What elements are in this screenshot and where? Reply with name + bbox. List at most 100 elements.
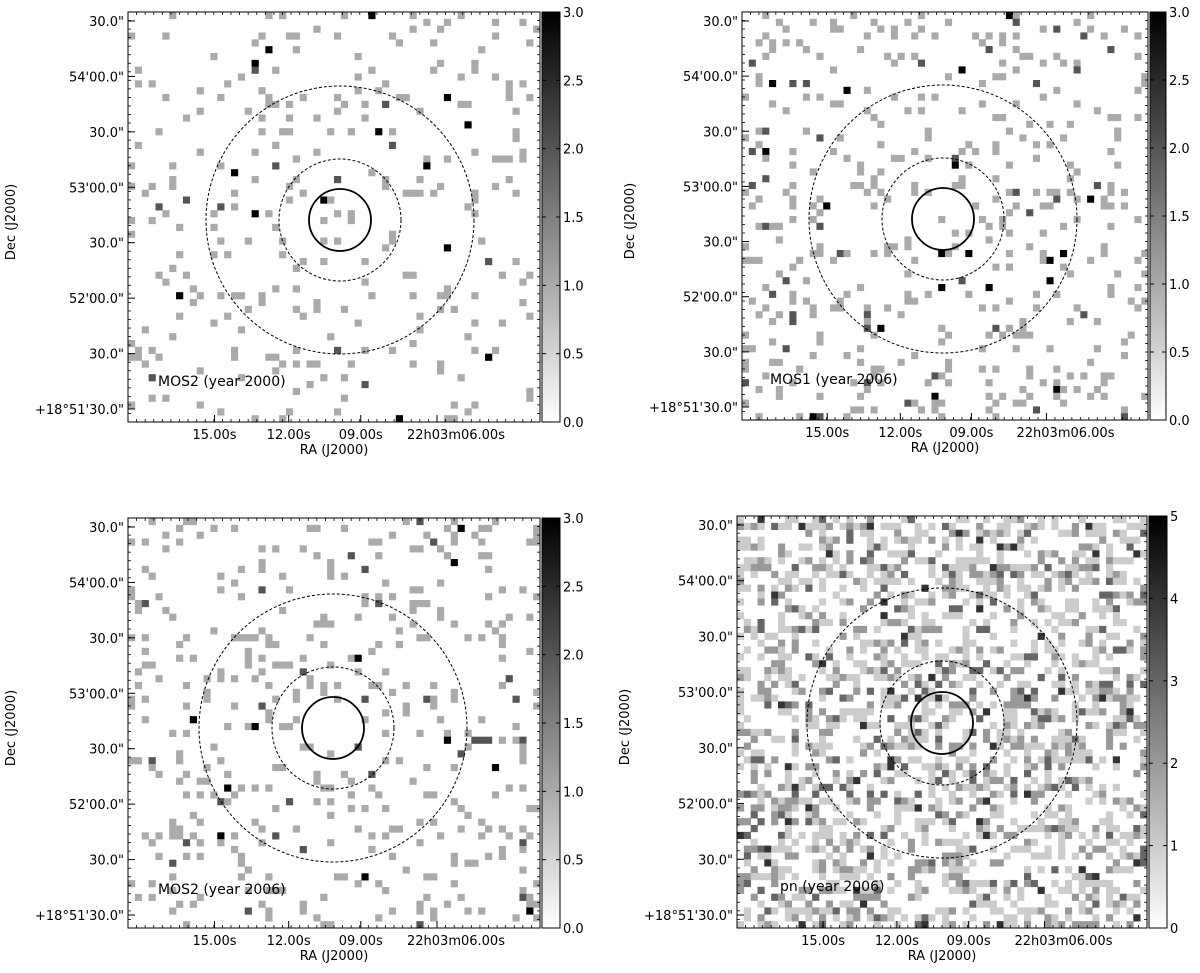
heatmap-pixel (519, 887, 527, 895)
heatmap-pixel (962, 756, 970, 764)
heatmap-pixel (748, 202, 756, 210)
heatmap-pixel (914, 756, 922, 764)
heatmap-pixel (935, 667, 943, 675)
heatmap-pixel (272, 162, 280, 170)
heatmap-pixel (251, 415, 259, 423)
heatmap-pixel (976, 536, 984, 544)
heatmap-pixel (1119, 536, 1127, 544)
heatmap-pixel (1112, 612, 1120, 620)
heatmap-pixel (1017, 886, 1025, 894)
heatmap-pixel (901, 722, 909, 730)
heatmap-pixel (526, 613, 534, 621)
heatmap-pixel (846, 770, 854, 778)
heatmap-pixel (938, 338, 946, 346)
heatmap-pixel (866, 783, 874, 791)
heatmap-pixel (1134, 304, 1142, 312)
heatmap-pixel (846, 790, 854, 798)
heatmap-pixel (1073, 59, 1081, 67)
heatmap-pixel (839, 838, 847, 846)
colorbar-tick-label: 2.0 (563, 143, 584, 158)
heatmap-pixel (907, 550, 915, 558)
heatmap-pixel (430, 538, 438, 546)
heatmap-pixel (819, 660, 827, 668)
heatmap-pixel (782, 39, 790, 47)
heatmap-pixel (989, 687, 997, 695)
heatmap-pixel (1058, 818, 1066, 826)
heatmap-pixel (1127, 297, 1135, 305)
heatmap-pixel (866, 831, 874, 840)
heatmap-pixel (471, 196, 479, 204)
heatmap-pixel (938, 216, 946, 224)
heatmap-pixel (1003, 749, 1011, 757)
heatmap-pixel (884, 195, 892, 203)
heatmap-pixel (491, 18, 500, 26)
heatmap-pixel (1100, 250, 1108, 258)
heatmap-pixel (832, 516, 840, 524)
heatmap-pixel (1071, 776, 1079, 785)
heatmap-pixel (983, 879, 991, 888)
heatmap-pixel (762, 12, 770, 20)
heatmap-pixel (1126, 893, 1134, 901)
heatmap-pixel (969, 914, 977, 922)
heatmap-pixel (292, 695, 300, 703)
heatmap-pixel (887, 763, 895, 771)
heatmap-pixel (1119, 529, 1127, 537)
heatmap-pixel (1140, 825, 1148, 833)
heatmap-pixel (928, 866, 936, 874)
heatmap-pixel (1106, 742, 1114, 750)
heatmap-pixel (327, 798, 335, 806)
heatmap-pixel (182, 791, 191, 799)
heatmap-pixel (1085, 577, 1093, 585)
heatmap-pixel (491, 627, 500, 635)
heatmap-pixel (1106, 550, 1114, 558)
y-tick-label: 54'00.0" (69, 576, 124, 591)
heatmap-pixel (805, 612, 813, 620)
heatmap-pixel (894, 742, 902, 750)
heatmap-pixel (1071, 687, 1079, 695)
heatmap-pixel (948, 667, 956, 675)
heatmap-pixel (478, 832, 486, 840)
heatmap-pixel (1058, 653, 1066, 661)
heatmap-pixel (935, 550, 943, 558)
heatmap-pixel (1024, 907, 1032, 915)
heatmap-pixel (1078, 735, 1086, 743)
heatmap-pixel (737, 653, 745, 661)
heatmap-pixel (423, 531, 431, 539)
heatmap-pixel (1140, 529, 1148, 537)
heatmap-pixel (921, 715, 929, 723)
heatmap-pixel (860, 557, 868, 565)
heatmap-pixel (320, 374, 328, 382)
heatmap-pixel (948, 529, 956, 537)
heatmap-pixel (863, 107, 871, 115)
heatmap-pixel (1065, 886, 1073, 894)
heatmap-pixel (313, 25, 321, 33)
heatmap-pixel (1044, 708, 1052, 716)
heatmap-pixel (796, 256, 804, 264)
heatmap-pixel (334, 210, 342, 218)
heatmap-pixel (313, 620, 321, 628)
heatmap-pixel (778, 577, 786, 585)
heatmap-pixel (1114, 134, 1122, 142)
heatmap-pixel (784, 598, 792, 606)
heatmap-pixel (969, 783, 977, 791)
heatmap-pixel (1126, 831, 1134, 840)
heatmap-pixel (853, 907, 861, 915)
heatmap-pixel (272, 805, 280, 813)
heatmap-pixel (866, 893, 874, 901)
heatmap-pixel (1112, 605, 1120, 613)
heatmap-pixel (361, 593, 369, 601)
y-axis-label: Dec (J2000) (4, 184, 19, 260)
heatmap-pixel (1010, 715, 1018, 723)
heatmap-pixel (860, 639, 868, 647)
heatmap-pixel (853, 625, 861, 634)
heatmap-pixel (1044, 852, 1052, 860)
heatmap-pixel (437, 59, 445, 67)
heatmap-pixel (155, 203, 163, 211)
heatmap-pixel (866, 914, 874, 922)
heatmap-pixel (737, 694, 745, 702)
heatmap-pixel (784, 770, 792, 778)
heatmap-pixel (996, 577, 1004, 585)
heatmap-pixel (1003, 708, 1011, 716)
heatmap-pixel (812, 831, 820, 840)
heatmap-pixel (771, 522, 779, 531)
